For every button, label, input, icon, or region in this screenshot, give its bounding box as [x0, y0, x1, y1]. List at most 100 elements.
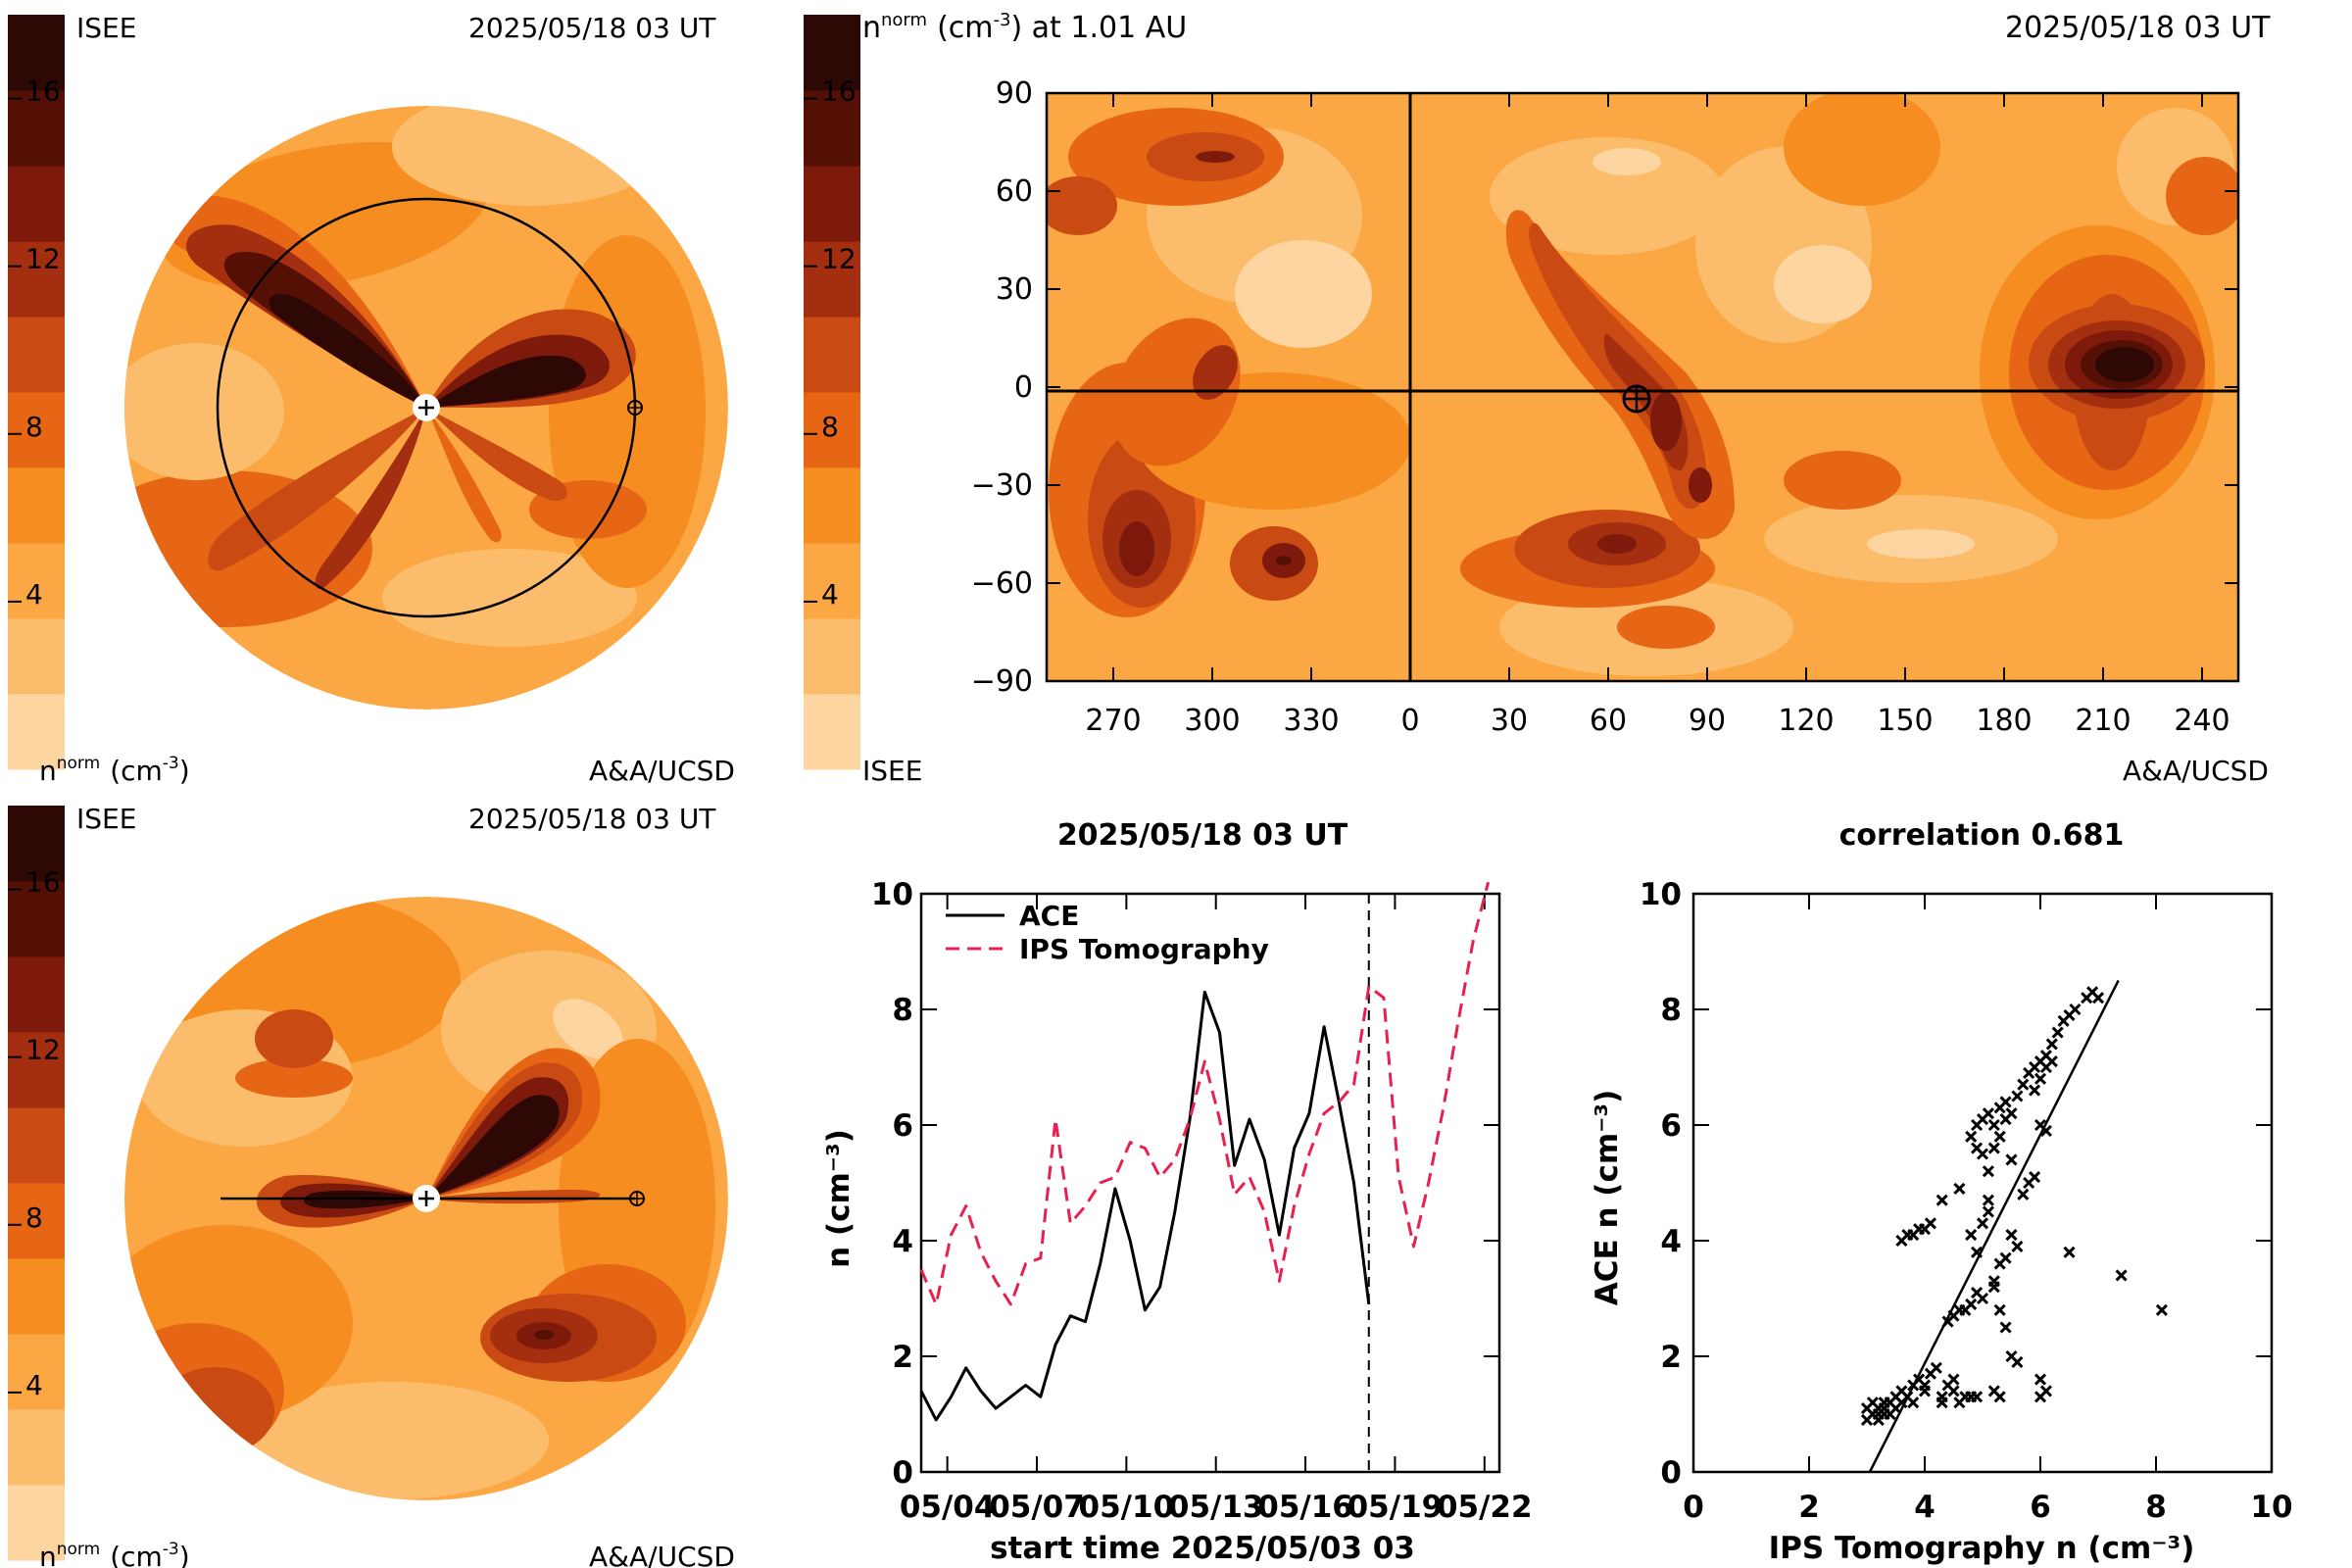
scatter-point	[1999, 1321, 2012, 1334]
scatter-panel: correlation 0.681 0 2 4 6 8 10 0 2 4 6 8 10 IPS Tom…	[1590, 818, 2293, 1566]
scatter-point-stroke	[1999, 1251, 2012, 1264]
scatter-point-stroke	[2034, 1118, 2047, 1132]
scatter-point-stroke	[1987, 1275, 2000, 1288]
polar-bottom-credit: A&A/UCSD	[589, 1541, 735, 1568]
scatter-axes: 0 2 4 6 8 10 0 2 4 6 8 10	[1640, 877, 2293, 1525]
map-title: nnorm (cm-3) at 1.01 AU	[862, 10, 1187, 45]
scatter-point-stroke	[1936, 1396, 1948, 1409]
colorbar-swatch	[8, 618, 65, 695]
colorbar-swatch	[8, 694, 65, 770]
timeseries-y-tick-label: 4	[892, 1224, 913, 1259]
scatter-point-stroke	[1982, 1194, 1994, 1206]
map-title-right: 2025/05/18 03 UT	[2005, 11, 2271, 45]
timeseries-y-tick-label: 10	[871, 877, 913, 912]
colorbar-swatch	[804, 317, 860, 393]
scatter-point-stroke	[2011, 1355, 2024, 1368]
timeseries-x-tick-label: 05/19	[1348, 1490, 1444, 1525]
scatter-point	[1907, 1396, 1920, 1409]
polar-top-title-right: 2025/05/18 03 UT	[468, 12, 716, 44]
scatter-title: correlation 0.681	[1839, 818, 2125, 853]
colorbar-swatch	[8, 467, 65, 544]
scatter-point-stroke	[1936, 1194, 1948, 1206]
scatter-point	[2039, 1385, 2052, 1397]
scatter-point	[1999, 1113, 2012, 1126]
scatter-point	[2005, 1153, 2018, 1166]
scatter-y-tick-label: 4	[1660, 1224, 1682, 1259]
polar-top-credit: A&A/UCSD	[589, 755, 735, 787]
scatter-point	[2063, 1246, 2076, 1258]
colorbar-swatch	[8, 1409, 65, 1486]
colorbar-bottom-left: 4 8 12 16	[8, 806, 65, 1561]
scatter-point	[1999, 1251, 2012, 1264]
scatter-point	[1936, 1194, 1948, 1206]
scatter-point	[1953, 1182, 1966, 1195]
scatter-point-stroke	[1971, 1287, 1984, 1299]
scatter-point-stroke	[1930, 1361, 1942, 1374]
scatter-point-stroke	[2017, 1078, 2030, 1091]
scatter-point-stroke	[1987, 1385, 2000, 1397]
scatter-point	[2155, 1303, 2168, 1316]
timeseries-ylabel: n (cm⁻³)	[821, 1129, 857, 1268]
scatter-point	[1999, 1096, 2012, 1108]
polar-panel-top: 4 8 12 16 ISEE 2025/05/18 03 UT	[8, 12, 735, 787]
scatter-point-stroke	[2011, 1240, 2024, 1252]
colorbar-tick-label: 8	[821, 411, 839, 443]
scatter-point-stroke	[1993, 1391, 2006, 1403]
scatter-point	[1976, 1292, 1989, 1305]
colorbar-tick-label: 4	[25, 1369, 43, 1401]
scatter-point	[1987, 1142, 2000, 1154]
map-x-tick-label: 330	[1283, 704, 1339, 738]
scatter-point-stroke	[1965, 1229, 1978, 1242]
scatter-point-stroke	[2029, 1084, 2041, 1097]
map-y-tick-label: 30	[996, 272, 1033, 307]
scatter-point-stroke	[1999, 1321, 2012, 1334]
map-x-tick-label: 60	[1590, 704, 1627, 738]
scatter-point-stroke	[1947, 1385, 1960, 1397]
scatter-point	[2034, 1373, 2047, 1386]
colorbar-tick-label: 16	[25, 866, 61, 899]
colorbar-swatch	[8, 956, 65, 1033]
scatter-point	[1971, 1142, 1984, 1154]
scatter-xlabel: IPS Tomography n (cm⁻³)	[1769, 1531, 2195, 1566]
map-x-tick-label: 90	[1689, 704, 1726, 738]
colorbar-swatch	[8, 1485, 65, 1561]
scatter-x-tick-label: 2	[1798, 1490, 1820, 1525]
colorbar-swatch	[804, 618, 860, 695]
scatter-point-stroke	[2063, 1246, 2076, 1258]
colorbar-swatch	[8, 1032, 65, 1108]
scatter-point	[1982, 1205, 1994, 1218]
colorbar-swatch	[804, 90, 860, 167]
timeseries-y-tick-label: 8	[892, 993, 913, 1028]
scatter-point-stroke	[2115, 1269, 2128, 1282]
scatter-point-stroke	[2029, 1171, 2041, 1184]
timeseries-y-tick-label: 0	[892, 1455, 913, 1491]
timeseries-x-tick-label: 05/07	[989, 1490, 1085, 1525]
scatter-point	[2005, 1229, 2018, 1242]
scatter-point-stroke	[2005, 1153, 2018, 1166]
scatter-point-stroke	[1971, 1246, 1984, 1258]
timeseries-y-tick-label: 6	[892, 1108, 913, 1144]
scatter-point	[1936, 1396, 1948, 1409]
polar-bottom-unit-label: nnorm (cm-3)	[39, 1540, 190, 1568]
scatter-point	[1965, 1130, 1978, 1143]
scatter-point	[1947, 1373, 1960, 1386]
scatter-fit-line	[1868, 979, 2120, 1473]
scatter-point	[1918, 1385, 1932, 1397]
scatter-point-stroke	[1947, 1373, 1960, 1386]
scatter-point	[2029, 1171, 2041, 1184]
timeseries-y-tick-label: 2	[892, 1340, 913, 1375]
colorbar-swatch	[8, 15, 65, 91]
map-x-axis: 270 300 330 0 30 60 90 120 150 180 210 240	[1085, 93, 2230, 738]
colorbar-swatch	[804, 241, 860, 318]
scatter-point-stroke	[1976, 1292, 1989, 1305]
scatter-y-tick-label: 10	[1640, 877, 1682, 912]
scatter-point-stroke	[1895, 1385, 1908, 1397]
scatter-point	[2017, 1188, 2030, 1200]
scatter-point-stroke	[1982, 1205, 1994, 1218]
timeseries-axes: 0 2 4 6 8 10 05/0405/0705/1005/1305/1605/1905/…	[871, 877, 1533, 1525]
colorbar-swatch	[8, 1334, 65, 1410]
scatter-y-tick-label: 2	[1660, 1340, 1682, 1375]
map-x-tick-label: 180	[1976, 704, 2032, 738]
scatter-point	[1947, 1385, 1960, 1397]
